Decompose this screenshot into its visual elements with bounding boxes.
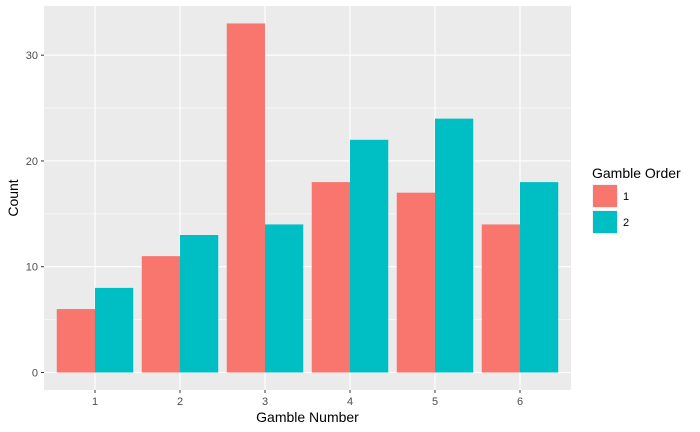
x-tick-label: 2 — [177, 396, 183, 408]
legend-swatch-1 — [593, 185, 617, 207]
x-tick-label: 3 — [262, 396, 268, 408]
axis-ticks — [41, 54, 521, 393]
legend-label-1: 1 — [623, 191, 629, 203]
bar-5-order-2 — [435, 118, 474, 373]
y-tick-label: 30 — [26, 50, 38, 62]
x-tick-label: 5 — [432, 396, 438, 408]
bar-6-order-2 — [520, 182, 559, 373]
x-tick-label: 6 — [517, 396, 523, 408]
bar-4-order-2 — [350, 139, 389, 373]
x-tick-label: 4 — [347, 396, 353, 408]
bar-1-order-2 — [95, 287, 134, 373]
legend-title: Gamble Order — [592, 165, 681, 181]
bar-2-order-2 — [180, 234, 219, 373]
bar-4-order-1 — [311, 182, 350, 373]
legend: Gamble Order 12 — [592, 165, 681, 234]
y-tick-label: 20 — [26, 156, 38, 168]
bar-1-order-1 — [56, 309, 95, 373]
bars — [56, 23, 559, 373]
x-axis-title: Gamble Number — [256, 409, 359, 425]
bar-2-order-1 — [141, 256, 180, 373]
y-tick-label: 0 — [32, 368, 38, 380]
x-tick-labels: 1 2 3 4 5 6 — [92, 396, 523, 408]
legend-swatch-2 — [593, 211, 617, 233]
bar-3-order-2 — [265, 224, 304, 373]
y-axis-title: Count — [5, 179, 21, 216]
y-tick-label: 10 — [26, 262, 38, 274]
x-tick-label: 1 — [92, 396, 98, 408]
bar-5-order-1 — [396, 192, 435, 373]
y-tick-labels: 0 10 20 30 — [26, 50, 38, 379]
legend-items: 12 — [592, 184, 629, 234]
bar-3-order-1 — [226, 23, 265, 373]
legend-label-2: 2 — [623, 217, 629, 229]
bar-6-order-1 — [481, 224, 520, 373]
